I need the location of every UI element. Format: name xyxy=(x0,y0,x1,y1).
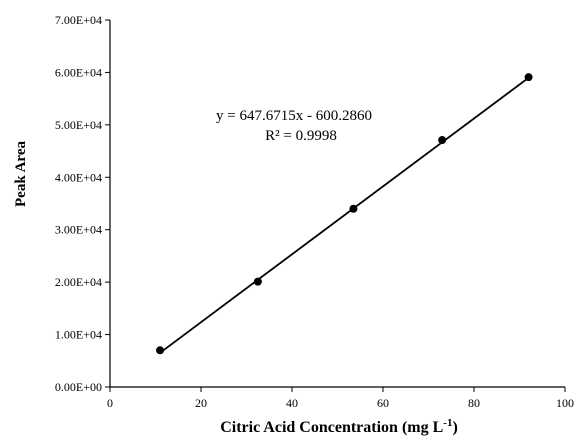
trendline-group xyxy=(159,77,530,354)
data-points xyxy=(156,73,533,355)
x-axis-title: Citric Acid Concentration (mg L-1) xyxy=(220,417,458,436)
x-tick-label: 40 xyxy=(286,396,298,410)
r-squared-annotation: R² = 0.9998 xyxy=(265,128,337,144)
y-tick-label: 3.00E+04 xyxy=(55,223,102,237)
x-tick-label: 100 xyxy=(556,396,574,410)
y-tick-label: 1.00E+04 xyxy=(55,328,102,342)
data-point xyxy=(156,346,165,355)
x-tick-label: 60 xyxy=(377,396,389,410)
data-point xyxy=(438,136,447,145)
y-tick-label: 5.00E+04 xyxy=(55,118,102,132)
x-axis-title-superscript: -1 xyxy=(443,417,452,429)
axes xyxy=(109,20,565,388)
y-tick-label: 4.00E+04 xyxy=(55,170,102,184)
y-tick-label: 0.00E+00 xyxy=(55,380,102,394)
y-axis-title: Peak Area xyxy=(13,141,29,207)
data-point xyxy=(524,73,533,82)
x-axis-title-suffix: ) xyxy=(452,419,457,436)
x-axis-ticks: 0 20 40 60 80 100 xyxy=(107,387,574,410)
y-tick-label: 6.00E+04 xyxy=(55,65,102,79)
equation-annotation: y = 647.6715x - 600.2860 xyxy=(216,108,372,124)
x-axis-title-main: Citric Acid Concentration (mg L xyxy=(220,419,443,436)
data-point xyxy=(253,277,262,286)
y-tick-label: 2.00E+04 xyxy=(55,275,102,289)
x-tick-label: 0 xyxy=(107,396,113,410)
y-tick-label: 7.00E+04 xyxy=(55,13,102,27)
y-axis-ticks: 0.00E+00 1.00E+04 2.00E+04 3.00E+04 4.00E+04… xyxy=(55,13,110,394)
data-point xyxy=(349,204,358,213)
trendline xyxy=(159,77,530,354)
x-tick-label: 80 xyxy=(468,396,480,410)
x-tick-label: 20 xyxy=(195,396,207,410)
